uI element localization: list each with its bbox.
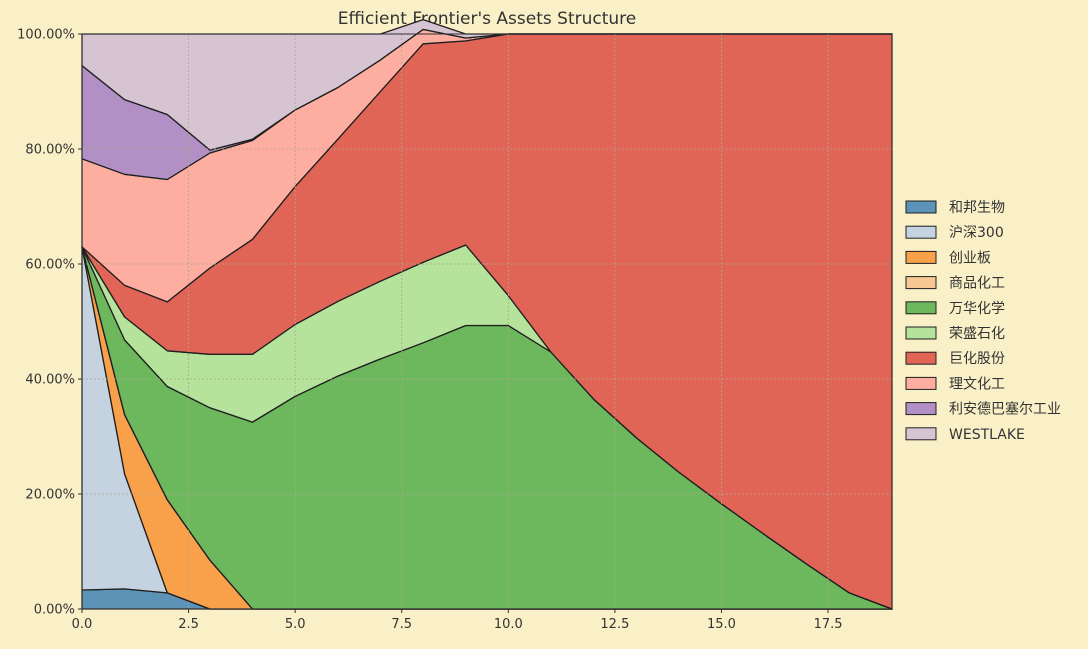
legend-label: 万华化学 [949,301,1005,317]
legend-label: 理文化工 [949,376,1005,392]
stacked-areas [81,18,893,610]
axes: 0.0 2.5 5.0 7.5 10.0 12.5 15.0 17.5 0.00% 20.00% 4… [17,28,893,632]
legend-label: 商品化工 [949,276,1005,292]
x-tick-label: 10.0 [494,617,523,632]
legend-item: 沪深300 [905,225,1004,241]
legend-swatch [905,351,937,365]
legend-label: 沪深300 [949,225,1004,241]
legend-swatch [905,376,937,390]
y-tick-label: 60.00% [25,258,75,273]
legend-swatch [905,301,937,315]
legend-item: 理文化工 [905,376,1005,392]
legend-swatch [905,225,937,239]
axes-frame [81,33,893,610]
x-tick-label: 7.5 [391,617,412,632]
legend-item: 利安德巴塞尔工业 [905,401,1061,418]
legend-item: 荣盛石化 [905,326,1005,342]
x-tick-label: 2.5 [178,617,199,632]
legend-item: 和邦生物 [905,200,1005,216]
x-tick-label: 0.0 [72,617,93,632]
legend-swatch [905,200,937,214]
chart-title: Efficient Frontier's Assets Structure [338,9,636,29]
legend-label: 创业板 [949,250,991,266]
legend-swatch [905,427,937,441]
legend-label: 巨化股份 [949,351,1005,367]
legend-label: 利安德巴塞尔工业 [949,401,1061,418]
legend-item: WESTLAKE [905,427,1025,443]
y-tick-label: 100.00% [17,28,75,43]
y-tick-label: 80.00% [25,143,75,158]
x-tick-label: 5.0 [285,617,306,632]
legend-label: 荣盛石化 [949,326,1005,342]
legend-label: 和邦生物 [949,200,1005,216]
y-tick-label: 40.00% [25,373,75,388]
legend-swatch [905,276,937,290]
legend-swatch [905,402,937,416]
x-tick-label: 17.5 [814,617,843,632]
legend-item: 巨化股份 [905,351,1005,367]
legend-item: 商品化工 [905,276,1005,292]
legend-label: WESTLAKE [949,427,1025,443]
y-tick-label: 20.00% [25,488,75,503]
legend-item: 创业板 [905,250,991,266]
legend-swatch [905,250,937,264]
legend-item: 万华化学 [905,301,1005,317]
x-tick-label: 12.5 [600,617,629,632]
y-tick-label: 0.00% [34,603,75,618]
x-tick-label: 15.0 [707,617,736,632]
legend-swatch [905,326,937,340]
